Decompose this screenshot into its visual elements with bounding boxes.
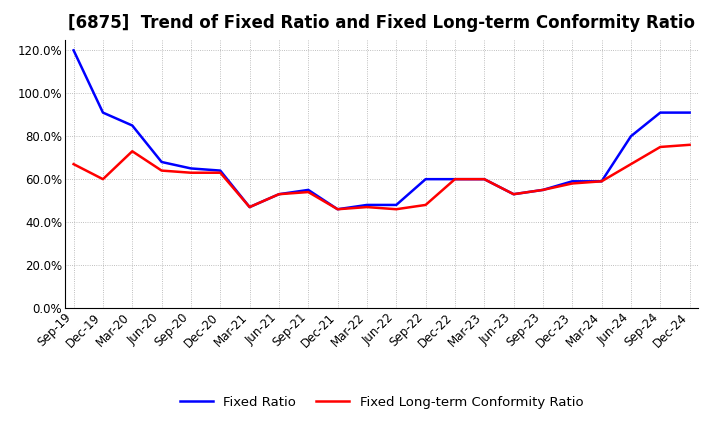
Fixed Ratio [333, 207, 342, 212]
Legend: Fixed Ratio, Fixed Long-term Conformity Ratio: Fixed Ratio, Fixed Long-term Conformity … [175, 391, 588, 414]
Fixed Long-term Conformity Ratio [539, 187, 547, 193]
Line: Fixed Long-term Conformity Ratio: Fixed Long-term Conformity Ratio [73, 145, 690, 209]
Fixed Ratio [274, 191, 283, 197]
Fixed Long-term Conformity Ratio [363, 205, 372, 210]
Fixed Ratio [509, 191, 518, 197]
Title: [6875]  Trend of Fixed Ratio and Fixed Long-term Conformity Ratio: [6875] Trend of Fixed Ratio and Fixed Lo… [68, 15, 695, 33]
Fixed Ratio [685, 110, 694, 115]
Fixed Long-term Conformity Ratio [128, 149, 137, 154]
Fixed Long-term Conformity Ratio [598, 179, 606, 184]
Fixed Ratio [157, 159, 166, 165]
Fixed Long-term Conformity Ratio [685, 142, 694, 147]
Fixed Ratio [246, 205, 254, 210]
Fixed Ratio [480, 176, 489, 182]
Fixed Ratio [539, 187, 547, 193]
Fixed Long-term Conformity Ratio [451, 176, 459, 182]
Fixed Long-term Conformity Ratio [216, 170, 225, 176]
Fixed Ratio [186, 166, 195, 171]
Fixed Ratio [128, 123, 137, 128]
Fixed Long-term Conformity Ratio [274, 191, 283, 197]
Fixed Long-term Conformity Ratio [157, 168, 166, 173]
Fixed Ratio [598, 179, 606, 184]
Fixed Long-term Conformity Ratio [568, 181, 577, 186]
Fixed Long-term Conformity Ratio [99, 176, 107, 182]
Fixed Ratio [99, 110, 107, 115]
Fixed Long-term Conformity Ratio [480, 176, 489, 182]
Fixed Long-term Conformity Ratio [656, 144, 665, 150]
Fixed Ratio [392, 202, 400, 208]
Fixed Long-term Conformity Ratio [304, 189, 312, 194]
Fixed Long-term Conformity Ratio [509, 191, 518, 197]
Fixed Ratio [304, 187, 312, 193]
Fixed Long-term Conformity Ratio [69, 161, 78, 167]
Fixed Ratio [363, 202, 372, 208]
Fixed Ratio [216, 168, 225, 173]
Fixed Long-term Conformity Ratio [246, 205, 254, 210]
Fixed Ratio [421, 176, 430, 182]
Line: Fixed Ratio: Fixed Ratio [73, 50, 690, 209]
Fixed Ratio [626, 134, 635, 139]
Fixed Ratio [568, 179, 577, 184]
Fixed Long-term Conformity Ratio [421, 202, 430, 208]
Fixed Ratio [656, 110, 665, 115]
Fixed Long-term Conformity Ratio [186, 170, 195, 176]
Fixed Long-term Conformity Ratio [333, 207, 342, 212]
Fixed Ratio [69, 48, 78, 53]
Fixed Ratio [451, 176, 459, 182]
Fixed Long-term Conformity Ratio [392, 207, 400, 212]
Fixed Long-term Conformity Ratio [626, 161, 635, 167]
